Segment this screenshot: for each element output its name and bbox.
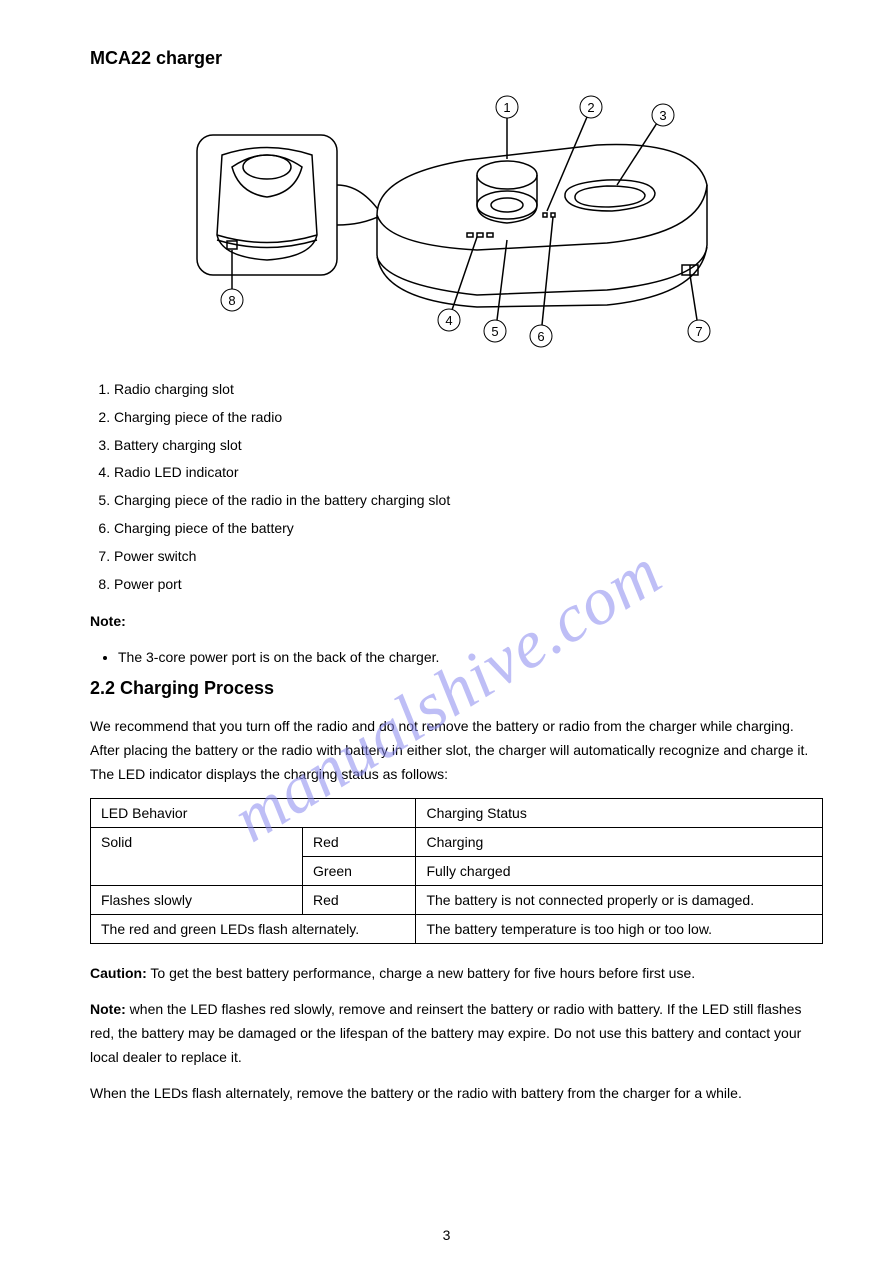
label-4: 4 <box>445 313 452 328</box>
legend-item: Battery charging slot <box>114 434 823 458</box>
charger-diagram: 8 <box>90 85 823 370</box>
legend-item: Power port <box>114 573 823 597</box>
label-5: 5 <box>491 324 498 339</box>
note-bullet: The 3-core power port is on the back of … <box>118 646 823 670</box>
note2-text: when the LED flashes red slowly, remove … <box>90 1001 801 1065</box>
cell-status-temp: The battery temperature is too high or t… <box>416 915 823 944</box>
cell-status-bad: The battery is not connected properly or… <box>416 886 823 915</box>
cell-led-red: Red <box>303 828 416 857</box>
section1-title: MCA22 charger <box>90 48 823 69</box>
section2-body: We recommend that you turn off the radio… <box>90 715 823 786</box>
legend-item: Charging piece of the radio <box>114 406 823 430</box>
note-block: Note: <box>90 610 823 634</box>
led-status-table: LED Behavior Charging Status Solid Red C… <box>90 798 823 944</box>
caution-text: To get the best battery performance, cha… <box>147 965 695 981</box>
section2-title: 2.2 Charging Process <box>90 678 823 699</box>
cell-led-red2: Red <box>303 886 416 915</box>
caution-block: Caution: To get the best battery perform… <box>90 962 823 986</box>
label-7: 7 <box>695 324 702 339</box>
cell-cat-flash: Flashes slowly <box>91 886 303 915</box>
callout-legend: Radio charging slot Charging piece of th… <box>90 378 823 596</box>
th-led: LED Behavior <box>91 799 416 828</box>
cell-led-green: Green <box>303 857 416 886</box>
note-label: Note: <box>90 613 126 629</box>
label-3: 3 <box>659 108 666 123</box>
cell-cat-solid: Solid <box>91 828 303 886</box>
legend-item: Charging piece of the battery <box>114 517 823 541</box>
label-8: 8 <box>228 293 235 308</box>
page-number: 3 <box>0 1227 893 1243</box>
note2-extra: When the LEDs flash alternately, remove … <box>90 1082 823 1106</box>
note2-block: Note: when the LED flashes red slowly, r… <box>90 998 823 1069</box>
cell-status-charging: Charging <box>416 828 823 857</box>
note2-label: Note: <box>90 1001 126 1017</box>
label-2: 2 <box>587 100 594 115</box>
legend-item: Power switch <box>114 545 823 569</box>
label-6: 6 <box>537 329 544 344</box>
cell-alternate: The red and green LEDs flash alternately… <box>91 915 416 944</box>
cell-status-full: Fully charged <box>416 857 823 886</box>
label-1: 1 <box>503 100 510 115</box>
legend-item: Radio charging slot <box>114 378 823 402</box>
caution-label: Caution: <box>90 965 147 981</box>
th-status: Charging Status <box>416 799 823 828</box>
legend-item: Charging piece of the radio in the batte… <box>114 489 823 513</box>
legend-item: Radio LED indicator <box>114 461 823 485</box>
